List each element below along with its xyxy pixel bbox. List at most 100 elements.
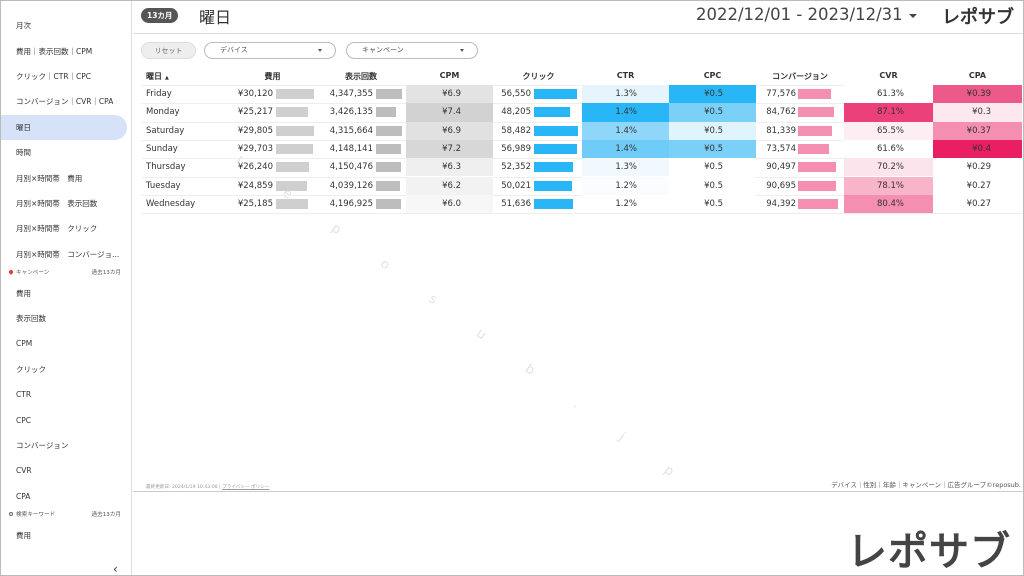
- nav-item[interactable]: コンバージョン: [16, 440, 69, 450]
- nav-item[interactable]: 曜日: [1, 114, 127, 141]
- nav-item[interactable]: CTR: [16, 390, 32, 400]
- cell-value: 73,574: [766, 143, 796, 154]
- nav-item[interactable]: 表示回数: [16, 313, 46, 323]
- section-label: キャンペーン: [8, 267, 50, 280]
- privacy-link[interactable]: プライバシー ポリシー: [222, 485, 270, 490]
- cell-bar: [376, 162, 401, 173]
- section-label: 検索キーワード: [9, 509, 55, 522]
- cell-value: ¥6.3: [442, 162, 461, 173]
- cell-value: 50,021: [501, 180, 531, 191]
- nav-item[interactable]: 月別×時間帯 表示回数: [16, 199, 98, 209]
- nav-item[interactable]: 費用｜表示回数｜CPM: [16, 46, 93, 56]
- section-icon: [9, 512, 13, 517]
- footer-note: 最終更新日: 2024/1/19 10:43:08 | プライバシー ポリシー: [146, 485, 270, 490]
- column-header[interactable]: クリック: [522, 72, 555, 81]
- cell-value: ¥24,859: [237, 180, 273, 191]
- cell-value: 56,550: [501, 89, 531, 99]
- heat-cell: [844, 194, 933, 214]
- reset-button[interactable]: リセット: [141, 42, 196, 59]
- cell-bar: [376, 180, 401, 191]
- column-header[interactable]: 費用: [264, 72, 281, 81]
- cell-bar: [534, 180, 572, 191]
- collapse-button[interactable]: ‹: [113, 562, 118, 576]
- sort-indicator[interactable]: ▲: [165, 75, 169, 81]
- nav-item[interactable]: クリック: [16, 364, 46, 374]
- nav-section-header: キャンペーン 過去13カ月: [1, 267, 131, 280]
- campaign-filter[interactable]: キャンペーン: [346, 42, 478, 59]
- cell-value: ¥0.5: [704, 162, 723, 173]
- device-filter[interactable]: デバイス: [204, 42, 336, 59]
- heat-cell: [406, 139, 493, 159]
- nav-item[interactable]: 費用: [16, 288, 31, 298]
- date-range[interactable]: 2022/12/01 - 2023/12/31: [696, 5, 903, 24]
- row-divider: [141, 139, 1022, 141]
- divider: [133, 491, 1023, 492]
- heat-cell: [669, 85, 756, 104]
- column-header[interactable]: CPM: [439, 71, 460, 80]
- nav-item[interactable]: CPA: [16, 491, 31, 501]
- column-header[interactable]: CVR: [879, 71, 898, 80]
- cell-value: 4,347,355: [329, 89, 373, 99]
- row-divider: [141, 213, 1022, 215]
- heat-cell: [582, 194, 669, 214]
- cell-bar: [534, 198, 573, 209]
- cell-value: ¥30,120: [237, 89, 273, 99]
- heat-cell: [933, 121, 1022, 140]
- cell-value: ¥0.4: [972, 143, 991, 154]
- cell-value: ¥0.27: [966, 198, 991, 209]
- heat-cell: [669, 176, 756, 195]
- section-title: キャンペーン: [16, 270, 50, 277]
- column-header[interactable]: コンバージョン: [772, 72, 828, 81]
- date-caret[interactable]: [909, 14, 917, 18]
- nav-item[interactable]: 月別×時間帯 費用: [16, 173, 83, 183]
- header-label[interactable]: 曜日: [146, 72, 162, 81]
- heat-cell: [406, 121, 493, 140]
- cell-bar: [376, 143, 401, 154]
- cell-bar: [376, 198, 402, 209]
- nav-item[interactable]: CPM: [16, 339, 33, 349]
- heat-cell: [844, 158, 933, 177]
- cell-value: 4,148,141: [329, 143, 373, 154]
- nav-item[interactable]: 費用: [16, 530, 31, 540]
- cell-value: 65.5%: [876, 125, 904, 136]
- nav-item[interactable]: 月次: [16, 21, 31, 31]
- row-divider: [141, 103, 1022, 105]
- heat-cell: [933, 85, 1022, 104]
- nav-item[interactable]: 月別×時間帯 コンバージョ...: [16, 249, 120, 259]
- nav-item[interactable]: クリック｜CTR｜CPC: [16, 72, 92, 82]
- cell-bar: [534, 89, 577, 99]
- heat-cell: [406, 176, 493, 195]
- cell-value: ¥0.5: [704, 89, 723, 99]
- cell-value: 4,150,476: [329, 162, 373, 173]
- nav-item[interactable]: CVR: [16, 466, 32, 476]
- cell-bar: [798, 198, 838, 209]
- nav-item[interactable]: CPC: [16, 415, 31, 425]
- heat-cell: [844, 176, 933, 195]
- cell-value: 1.2%: [615, 198, 637, 209]
- heat-cell: [582, 176, 669, 195]
- column-header[interactable]: 表示回数: [345, 72, 377, 81]
- cell-value: 94,392: [766, 198, 796, 209]
- column-header[interactable]: 曜日 ▲: [146, 71, 169, 83]
- row-divider: [141, 176, 1022, 178]
- cell-value: ¥25,217: [237, 107, 273, 118]
- page-title: 曜日: [199, 8, 232, 27]
- nav-item[interactable]: 時間: [16, 148, 31, 158]
- nav-item[interactable]: 月別×時間帯 クリック: [16, 224, 98, 234]
- footer-links[interactable]: デバイス｜性別｜年齢｜キャンペーン｜広告グループ©reposub.: [831, 481, 1021, 489]
- cell-value: ¥0.37: [966, 125, 991, 136]
- cell-bar: [534, 125, 578, 136]
- column-header[interactable]: CTR: [616, 71, 635, 80]
- column-header[interactable]: CPC: [703, 71, 722, 80]
- section-period: 過去13カ月: [91, 270, 122, 277]
- cell-bar: [798, 125, 833, 136]
- row-label: Wednesday: [146, 198, 196, 209]
- cell-value: ¥29,703: [237, 143, 273, 154]
- heat-cell: [844, 103, 933, 122]
- heat-cell: [669, 139, 756, 159]
- cell-bar: [376, 89, 402, 99]
- column-header[interactable]: CPA: [968, 71, 987, 80]
- cell-value: ¥7.4: [442, 107, 461, 118]
- row-divider: [141, 194, 1022, 196]
- nav-item[interactable]: コンバージョン｜CVR｜CPA: [16, 97, 114, 107]
